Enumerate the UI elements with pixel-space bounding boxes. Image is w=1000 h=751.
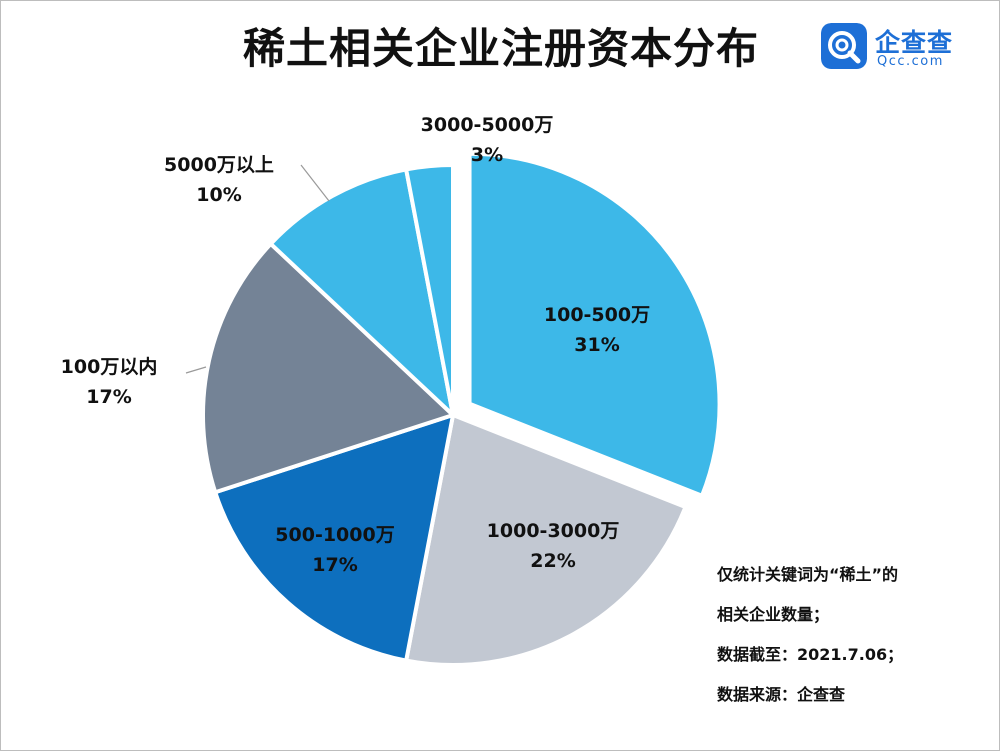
- slice-label: 1000-3000万: [487, 520, 620, 542]
- brand-logo: 企查查 Qcc.com: [821, 23, 981, 71]
- slice-percent-label: 3%: [471, 144, 503, 166]
- qcc-logo-icon: [821, 23, 867, 69]
- pie-slice: [467, 151, 722, 498]
- slice-percent-label: 17%: [86, 386, 131, 408]
- chart-title: 稀土相关企业注册资本分布: [242, 24, 759, 73]
- footnote-line: 数据来源：企查查: [717, 685, 846, 704]
- pie-slice: [404, 163, 455, 417]
- slice-percent-label: 10%: [196, 184, 241, 206]
- brand-domain: Qcc.com: [877, 54, 944, 69]
- leader-line: [300, 164, 330, 202]
- slice-label: 500-1000万: [275, 524, 394, 546]
- footnote-line: 数据截至：2021.7.06；: [717, 645, 904, 664]
- slice-percent-label: 31%: [574, 334, 619, 356]
- footnote-line: 仅统计关键词为“稀土”的: [717, 565, 899, 584]
- pie-slice: [213, 413, 455, 663]
- slice-label: 3000-5000万: [421, 114, 554, 136]
- slice-percent-label: 22%: [530, 550, 575, 572]
- footnote-line: 相关企业数量；: [717, 605, 830, 624]
- leader-line: [185, 366, 207, 374]
- footnotes: 仅统计关键词为“稀土”的 相关企业数量； 数据截至：2021.7.06； 数据来…: [717, 555, 903, 715]
- slice-percent-label: 17%: [312, 554, 357, 576]
- pie-slice: [201, 241, 455, 495]
- slice-label: 100万以内: [61, 355, 158, 378]
- pie-slice: [268, 167, 455, 417]
- brand-name: 企查查: [875, 28, 954, 57]
- slice-label: 5000万以上: [164, 154, 274, 176]
- pie-slice: [404, 413, 688, 667]
- slice-label: 100-500万: [544, 304, 650, 326]
